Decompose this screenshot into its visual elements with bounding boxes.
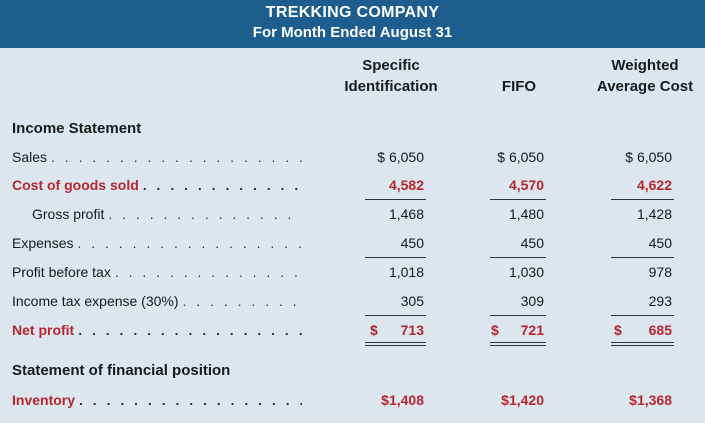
- value-specific: 305: [400, 293, 424, 309]
- row-label-text: Income tax expense (30%): [12, 293, 179, 309]
- row-net-profit: Net profit. . . . . . . . . . . . . . . …: [0, 322, 705, 344]
- value-fifo: 721: [520, 322, 544, 338]
- title-banner: TREKKING COMPANY For Month Ended August …: [0, 0, 705, 48]
- leader-dots: . . . . . . . . . . . . . . . . . . . . …: [108, 206, 302, 222]
- column-header-weighted: Weighted Average Cost: [584, 55, 705, 97]
- underline: [365, 199, 426, 200]
- row-label: Profit before tax. . . . . . . . . . . .…: [12, 264, 302, 280]
- value-fifo: 1,480: [508, 206, 544, 222]
- period-title: For Month Ended August 31: [252, 24, 453, 41]
- leader-dots: . . . . . . . . . . . . . . . . . . . . …: [142, 177, 302, 193]
- row-income-tax: Income tax expense (30%). . . . . . . . …: [0, 293, 705, 315]
- row-label: Gross profit. . . . . . . . . . . . . . …: [32, 206, 302, 222]
- section-income-statement: Income Statement: [12, 120, 142, 137]
- row-label: Inventory. . . . . . . . . . . . . . . .…: [12, 392, 302, 408]
- row-label: Cost of goods sold. . . . . . . . . . . …: [12, 177, 302, 193]
- leader-dots: . . . . . . . . . . . . . . . . . . . . …: [114, 264, 302, 280]
- underline: [611, 199, 674, 200]
- value-specific: 450: [400, 235, 424, 251]
- value-weighted: $1,368: [629, 392, 672, 408]
- value-specific: 1,018: [388, 264, 424, 280]
- row-label: Income tax expense (30%). . . . . . . . …: [12, 293, 302, 309]
- double-underline: [611, 342, 674, 346]
- value-weighted: 293: [648, 293, 672, 309]
- value-weighted: 685: [648, 322, 672, 338]
- row-label: Expenses. . . . . . . . . . . . . . . . …: [12, 235, 302, 251]
- underline: [365, 257, 426, 258]
- leader-dots: . . . . . . . . . . . . . . . . . . . . …: [78, 322, 302, 338]
- leader-dots: . . . . . . . . . . . . . . . . . . . . …: [182, 293, 302, 309]
- value-weighted: $ 6,050: [625, 149, 672, 165]
- value-weighted: 978: [648, 264, 672, 280]
- row-gross-profit: Gross profit. . . . . . . . . . . . . . …: [0, 206, 705, 228]
- value-fifo: $1,420: [501, 392, 544, 408]
- leader-dots: . . . . . . . . . . . . . . . . . . . . …: [51, 149, 302, 165]
- currency-symbol: $: [370, 322, 378, 338]
- row-label: Sales. . . . . . . . . . . . . . . . . .…: [12, 149, 302, 165]
- underline: [490, 315, 546, 316]
- value-weighted: 450: [648, 235, 672, 251]
- underline: [490, 199, 546, 200]
- value-specific: 1,468: [388, 206, 424, 222]
- column-header-weighted-line2: Average Cost: [596, 78, 694, 95]
- value-fifo: $ 6,050: [497, 149, 544, 165]
- value-specific: $1,408: [381, 392, 424, 408]
- double-underline: [365, 342, 426, 346]
- value-fifo: 1,030: [508, 264, 544, 280]
- value-weighted: 1,428: [636, 206, 672, 222]
- row-profit-before-tax: Profit before tax. . . . . . . . . . . .…: [0, 264, 705, 286]
- underline: [490, 257, 546, 258]
- currency-symbol: $: [614, 322, 622, 338]
- row-label-text: Inventory: [12, 392, 76, 408]
- row-label: Net profit. . . . . . . . . . . . . . . …: [12, 322, 302, 338]
- row-expenses: Expenses. . . . . . . . . . . . . . . . …: [0, 235, 705, 257]
- value-specific: 4,582: [388, 177, 424, 193]
- value-weighted: 4,622: [636, 177, 672, 193]
- row-label-text: Gross profit: [32, 206, 105, 222]
- row-label-text: Sales: [12, 149, 48, 165]
- value-specific: $ 6,050: [377, 149, 424, 165]
- leader-dots: . . . . . . . . . . . . . . . . . . . . …: [79, 392, 302, 408]
- value-fifo: 309: [520, 293, 544, 309]
- company-name: TREKKING COMPANY: [265, 4, 440, 21]
- section-financial-position: Statement of financial position: [12, 362, 231, 379]
- double-underline: [490, 342, 546, 346]
- value-fifo: 4,570: [508, 177, 544, 193]
- underline: [365, 315, 426, 316]
- value-specific: 713: [400, 322, 424, 338]
- row-label-text: Expenses: [12, 235, 74, 251]
- row-label-text: Profit before tax: [12, 264, 111, 280]
- column-header-specific: Specific Identification: [330, 55, 452, 97]
- value-fifo: 450: [520, 235, 544, 251]
- row-sales: Sales. . . . . . . . . . . . . . . . . .…: [0, 149, 705, 171]
- column-header-fifo: FIFO: [501, 78, 537, 95]
- currency-symbol: $: [491, 322, 499, 338]
- leader-dots: . . . . . . . . . . . . . . . . . . . . …: [77, 235, 302, 251]
- row-inventory: Inventory. . . . . . . . . . . . . . . .…: [0, 392, 705, 414]
- underline: [611, 257, 674, 258]
- column-header-specific-line2: Identification: [344, 78, 438, 95]
- row-label-text: Net profit: [12, 322, 75, 338]
- underline: [611, 315, 674, 316]
- column-header-weighted-line1: Weighted: [611, 57, 679, 74]
- column-header-specific-line1: Specific: [362, 57, 420, 74]
- row-label-text: Cost of goods sold: [12, 177, 139, 193]
- row-cogs: Cost of goods sold. . . . . . . . . . . …: [0, 177, 705, 199]
